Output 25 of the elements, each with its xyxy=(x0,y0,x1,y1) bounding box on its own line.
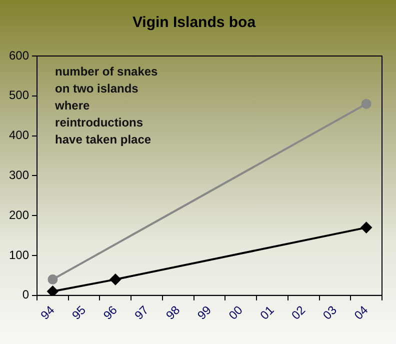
y-tick-label: 600 xyxy=(8,48,30,62)
y-tick-label: 200 xyxy=(8,208,30,222)
y-tick-label: 0 xyxy=(22,288,30,302)
y-tick-label: 300 xyxy=(8,168,30,182)
y-tick-label: 400 xyxy=(8,128,30,142)
x-tick-label: 01 xyxy=(257,302,277,322)
chart-title: Vigin Islands boa xyxy=(132,14,256,32)
x-tick-label: 96 xyxy=(100,302,120,322)
y-tick-label: 500 xyxy=(8,88,30,102)
y-tick-label: 100 xyxy=(8,248,30,262)
point xyxy=(47,286,58,296)
x-tick-label: 99 xyxy=(194,302,214,322)
x-tick-label: 02 xyxy=(288,302,308,322)
x-tick-label: 94 xyxy=(38,302,58,322)
x-tick-label: 98 xyxy=(163,302,183,322)
point xyxy=(110,274,121,285)
x-tick-label: 97 xyxy=(132,302,152,322)
point xyxy=(361,98,372,109)
point xyxy=(360,222,372,234)
x-tick-label: 00 xyxy=(226,302,246,322)
annotation: number of snakes on two islands where reintroductions have taken place xyxy=(54,64,158,146)
point xyxy=(48,274,58,284)
x-tick-label: 03 xyxy=(320,302,340,322)
x-tick-label: 04 xyxy=(351,302,372,322)
x-tick-label: 95 xyxy=(69,302,89,322)
